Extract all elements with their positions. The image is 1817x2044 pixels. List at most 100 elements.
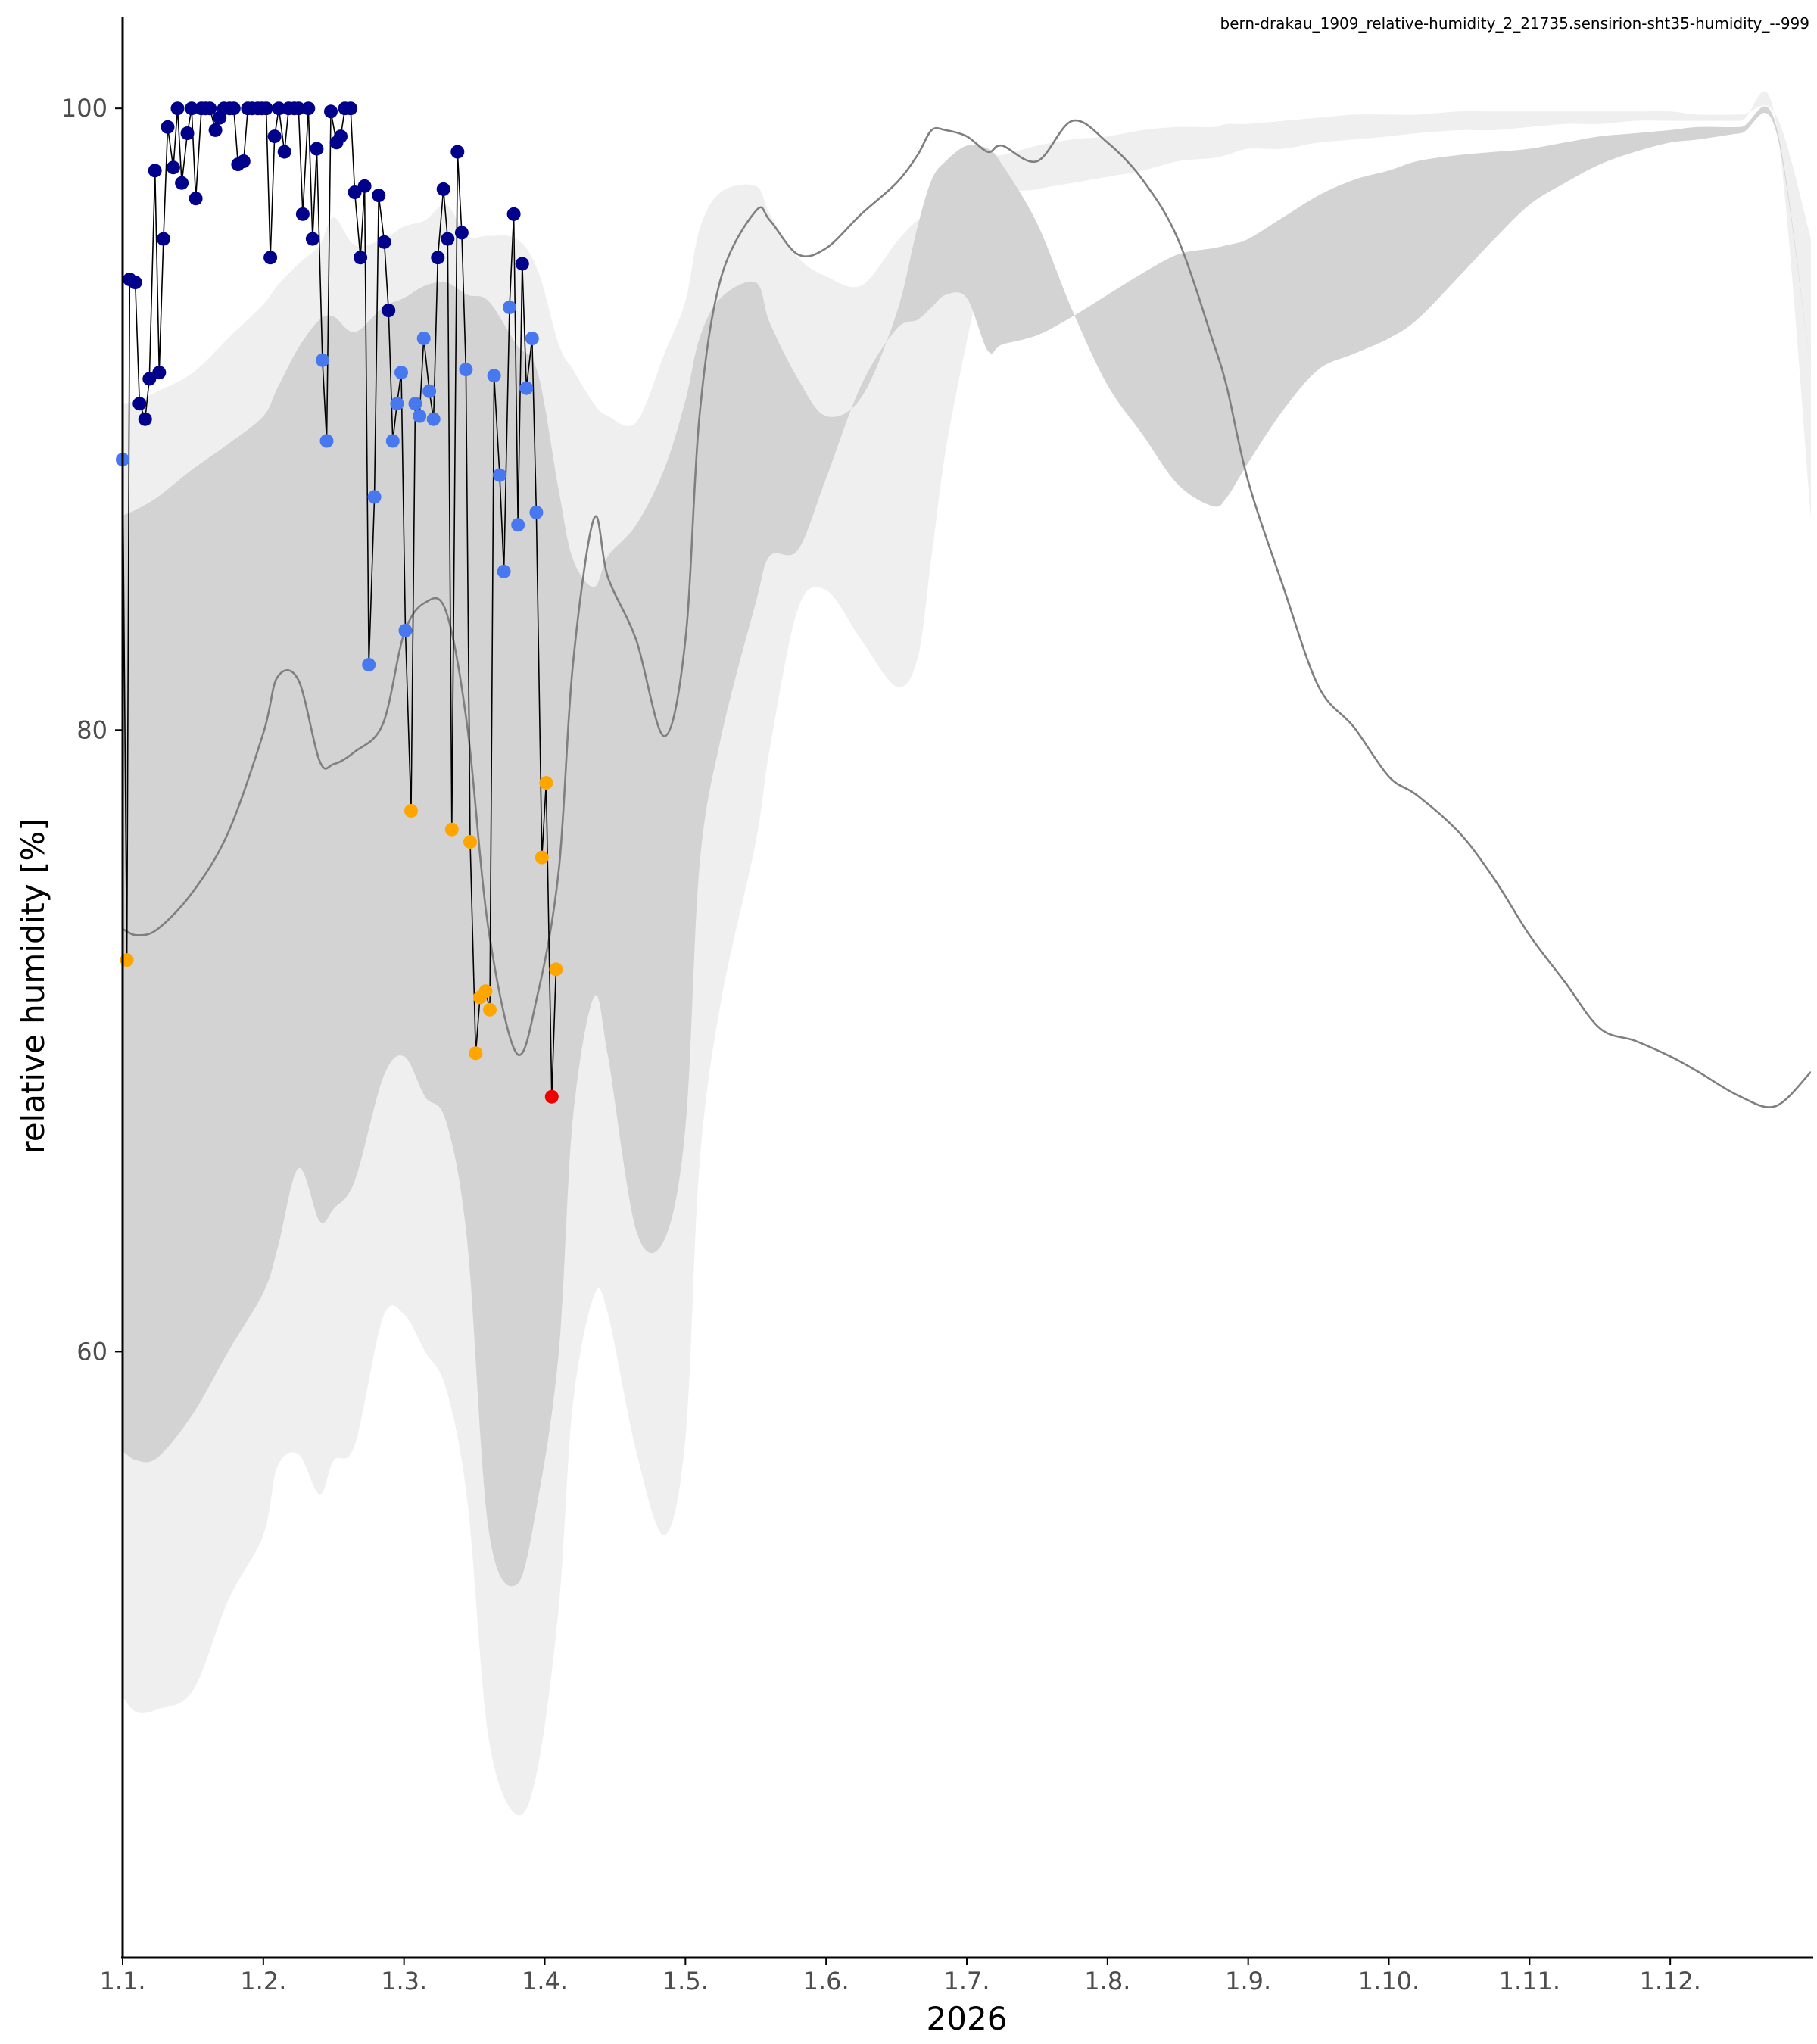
observation-point [515,257,529,271]
observation-point [357,179,372,193]
y-axis-ticks: 60 80 100 [61,94,123,1366]
observation-point [132,397,147,411]
observation-point [398,623,413,637]
observation-points [116,101,563,1104]
x-tick-label: 1.10. [1358,1967,1420,1996]
x-tick-label: 1.7. [943,1967,990,1996]
observation-point [408,397,422,411]
observation-point [277,145,291,159]
x-tick-label: 1.9. [1225,1967,1271,1996]
observation-point [426,412,441,426]
observation-point [263,251,278,265]
observation-point [142,372,157,386]
observation-point [344,101,358,116]
observation-point [354,251,368,265]
observation-point [478,984,493,999]
observation-point [413,409,427,423]
x-tick-label: 1.5. [662,1967,709,1996]
observation-point [493,468,506,482]
y-tick-label: 60 [76,1337,108,1366]
observation-point [519,381,534,395]
observation-point [459,363,473,376]
observation-point [301,101,316,116]
observation-point [549,962,563,977]
observation-point [272,101,286,116]
observation-point [226,101,241,116]
observation-point [348,185,362,199]
x-axis-ticks: 1.1. 1.2. 1.3. 1.4. 1.5. 1.6. 1.7. 1.8. 1.9. 1.10… [99,1958,1701,1996]
observation-point [469,1046,483,1061]
observation-point [487,369,501,383]
y-tick-label: 80 [76,715,108,744]
observation-point [138,412,152,426]
observation-point [189,192,203,206]
observation-point [497,564,511,578]
observation-point [208,123,223,137]
quantile-bands [123,91,1811,1816]
observation-point [305,232,319,246]
observation-point [236,154,251,168]
observation-point [394,366,408,380]
observation-point [535,850,549,865]
plot-area [116,91,1811,1816]
observation-point [367,490,382,504]
observation-point [506,207,521,221]
observation-point [267,129,282,144]
observation-point [362,658,376,672]
x-tick-label: 1.1. [99,1967,145,1996]
observation-point [529,505,544,519]
x-tick-label: 1.12. [1639,1967,1700,1996]
observation-point [319,434,334,448]
observation-point [436,182,450,196]
observation-point [463,835,477,849]
median-line [123,119,1811,1108]
x-tick-label: 1.8. [1084,1967,1130,1996]
y-axis-label: relative humidity [%] [14,818,51,1154]
observation-point [372,189,386,203]
chart-title: bern-drakau_1909_relative-humidity_2_217… [1220,14,1810,33]
observation-point [315,353,329,367]
observation-point [416,332,431,345]
observation-point [483,1002,497,1017]
observation-point [291,101,306,116]
observation-point [385,434,400,448]
observation-point [377,235,391,249]
observation-point [441,232,455,246]
observation-point [259,101,273,116]
observation-point [310,142,324,156]
observation-point [525,332,539,345]
observation-point [156,232,170,246]
observation-point [170,101,185,116]
observation-point [382,304,396,317]
x-tick-label: 1.6. [803,1967,849,1996]
observation-point [444,822,459,837]
observation-point [390,397,404,411]
observation-point [503,300,516,314]
observation-point [544,1089,559,1104]
inner-quantile-band [123,106,1811,1587]
observation-point [539,776,553,790]
x-tick-label: 1.3. [381,1967,427,1996]
observation-point [175,176,189,190]
observation-point [128,276,142,290]
x-tick-label: 1.11. [1499,1967,1560,1996]
x-tick-label: 1.4. [522,1967,568,1996]
observation-point [161,120,175,134]
observation-point [404,804,418,818]
y-tick-label: 100 [61,94,108,123]
observation-point [185,101,199,116]
x-tick-label: 1.2. [240,1967,286,1996]
observation-point [454,226,469,240]
observation-point [148,164,162,178]
observation-point [431,251,445,265]
x-axis-label: 2026 [927,2000,1008,2037]
observation-point [422,384,437,398]
observation-point [166,160,180,175]
observation-point [152,366,167,380]
observation-point [324,104,338,119]
observation-point [203,101,217,116]
observation-point [180,126,195,140]
observation-point [450,145,465,159]
observation-point [295,207,310,221]
